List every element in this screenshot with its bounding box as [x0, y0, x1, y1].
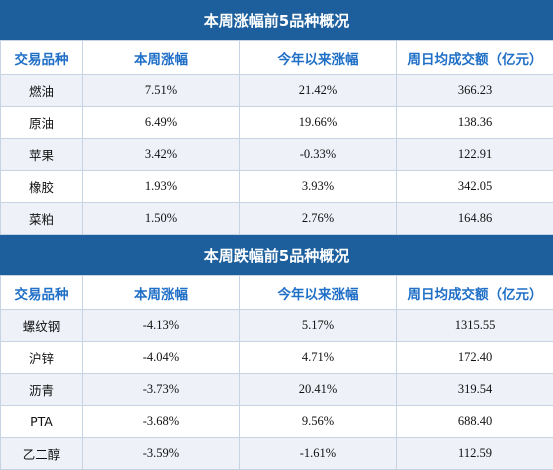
cell-weekly-change: 3.42%: [83, 139, 240, 171]
section-title-losers: 本周跌幅前5品种概况: [0, 235, 553, 275]
header-weekly-change: 本周涨幅: [83, 41, 240, 75]
cell-weekly-change: -4.04%: [83, 342, 240, 374]
cell-product: 原油: [1, 107, 83, 139]
cell-ytd-change: -0.33%: [240, 139, 397, 171]
header-ytd-change: 今年以来涨幅: [240, 41, 397, 75]
table-row: 菜粕 1.50% 2.76% 164.86: [1, 203, 553, 235]
table-row: 苹果 3.42% -0.33% 122.91: [1, 139, 553, 171]
cell-daily-turnover: 366.23: [397, 75, 553, 107]
cell-weekly-change: -4.13%: [83, 310, 240, 342]
cell-daily-turnover: 164.86: [397, 203, 553, 235]
cell-product: 乙二醇: [1, 438, 83, 470]
cell-daily-turnover: 342.05: [397, 171, 553, 203]
losers-table: 交易品种 本周涨幅 今年以来涨幅 周日均成交额（亿元） 螺纹钢 -4.13% 5…: [0, 275, 553, 470]
table-row: 沪锌 -4.04% 4.71% 172.40: [1, 342, 553, 374]
cell-ytd-change: 3.93%: [240, 171, 397, 203]
table-row: PTA -3.68% 9.56% 688.40: [1, 406, 553, 438]
cell-product: 沪锌: [1, 342, 83, 374]
cell-daily-turnover: 138.36: [397, 107, 553, 139]
cell-product: 橡胶: [1, 171, 83, 203]
cell-product: 苹果: [1, 139, 83, 171]
table-row: 乙二醇 -3.59% -1.61% 112.59: [1, 438, 553, 470]
table-row: 螺纹钢 -4.13% 5.17% 1315.55: [1, 310, 553, 342]
cell-ytd-change: 20.41%: [240, 374, 397, 406]
section-title-gainers: 本周涨幅前5品种概况: [0, 0, 553, 40]
cell-weekly-change: -3.68%: [83, 406, 240, 438]
table-header-row: 交易品种 本周涨幅 今年以来涨幅 周日均成交额（亿元）: [1, 41, 553, 75]
header-weekly-change: 本周涨幅: [83, 276, 240, 310]
cell-weekly-change: 1.93%: [83, 171, 240, 203]
cell-weekly-change: 6.49%: [83, 107, 240, 139]
cell-product: 菜粕: [1, 203, 83, 235]
cell-daily-turnover: 112.59: [397, 438, 553, 470]
table-header-row: 交易品种 本周涨幅 今年以来涨幅 周日均成交额（亿元）: [1, 276, 553, 310]
cell-weekly-change: -3.59%: [83, 438, 240, 470]
gainers-table: 交易品种 本周涨幅 今年以来涨幅 周日均成交额（亿元） 燃油 7.51% 21.…: [0, 40, 553, 235]
header-product: 交易品种: [1, 276, 83, 310]
cell-weekly-change: 1.50%: [83, 203, 240, 235]
cell-ytd-change: 19.66%: [240, 107, 397, 139]
cell-daily-turnover: 122.91: [397, 139, 553, 171]
cell-product: 沥青: [1, 374, 83, 406]
table-row: 原油 6.49% 19.66% 138.36: [1, 107, 553, 139]
cell-daily-turnover: 319.54: [397, 374, 553, 406]
header-daily-turnover: 周日均成交额（亿元）: [397, 276, 553, 310]
cell-ytd-change: 9.56%: [240, 406, 397, 438]
cell-product: 燃油: [1, 75, 83, 107]
cell-ytd-change: 2.76%: [240, 203, 397, 235]
cell-product: 螺纹钢: [1, 310, 83, 342]
cell-ytd-change: -1.61%: [240, 438, 397, 470]
table-row: 沥青 -3.73% 20.41% 319.54: [1, 374, 553, 406]
header-ytd-change: 今年以来涨幅: [240, 276, 397, 310]
header-daily-turnover: 周日均成交额（亿元）: [397, 41, 553, 75]
cell-daily-turnover: 1315.55: [397, 310, 553, 342]
header-product: 交易品种: [1, 41, 83, 75]
cell-daily-turnover: 688.40: [397, 406, 553, 438]
cell-daily-turnover: 172.40: [397, 342, 553, 374]
cell-ytd-change: 5.17%: [240, 310, 397, 342]
cell-weekly-change: -3.73%: [83, 374, 240, 406]
cell-weekly-change: 7.51%: [83, 75, 240, 107]
cell-ytd-change: 4.71%: [240, 342, 397, 374]
cell-ytd-change: 21.42%: [240, 75, 397, 107]
table-row: 燃油 7.51% 21.42% 366.23: [1, 75, 553, 107]
table-row: 橡胶 1.93% 3.93% 342.05: [1, 171, 553, 203]
cell-product: PTA: [1, 406, 83, 438]
